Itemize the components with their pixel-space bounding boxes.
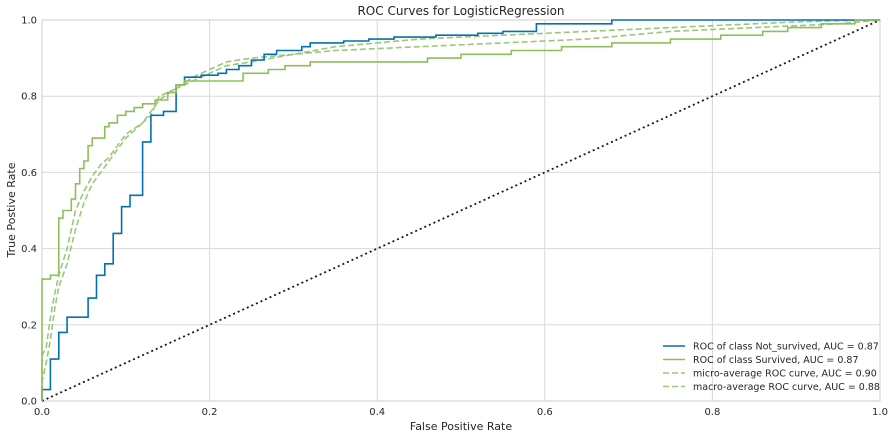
chart-title: ROC Curves for LogisticRegression: [357, 4, 564, 18]
y-tick-label: 0.2: [21, 320, 37, 331]
roc-series-line-1: [41, 19, 880, 401]
x-tick-label: 0.8: [704, 407, 720, 418]
y-axis-title: True Postive Rate: [5, 162, 18, 258]
y-tick-label: 0.0: [21, 397, 37, 408]
legend-label-1: ROC of class Survived, AUC = 0.87: [693, 355, 859, 366]
x-tick-label: 0.6: [537, 407, 553, 418]
y-tick-label: 0.8: [21, 92, 37, 103]
roc-curves: [41, 19, 881, 402]
chance-diagonal-line: [41, 19, 881, 402]
legend-label-3: macro-average ROC curve, AUC = 0.88: [693, 382, 880, 393]
roc-series-line-0: [41, 19, 880, 401]
legend-label-0: ROC of class Not_survived, AUC = 0.87: [693, 342, 879, 353]
y-tick-label: 0.4: [21, 244, 37, 255]
x-tick-label: 1.0: [872, 407, 888, 418]
x-tick-label: 0.0: [34, 407, 50, 418]
legend: ROC of class Not_survived, AUC = 0.87 ROC…: [663, 342, 880, 393]
x-tick-label: 0.2: [202, 407, 218, 418]
plot-frame: [41, 19, 881, 402]
legend-label-2: micro-average ROC curve, AUC = 0.90: [693, 369, 877, 380]
tick-labels: 0.0 0.2 0.4 0.6 0.8 1.0 0.0 0.2 0.4 0.6 0.8 1.0: [21, 16, 888, 419]
y-tick-label: 0.6: [21, 168, 37, 179]
y-tick-label: 1.0: [21, 16, 37, 27]
x-tick-label: 0.4: [369, 407, 385, 418]
x-axis-title: False Positive Rate: [410, 420, 512, 433]
